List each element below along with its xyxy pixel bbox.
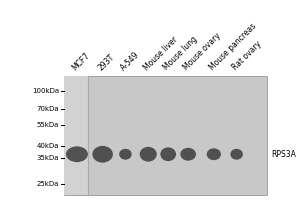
Ellipse shape xyxy=(160,147,176,161)
Ellipse shape xyxy=(119,149,132,160)
Text: 25kDa: 25kDa xyxy=(37,181,59,187)
Text: 35kDa: 35kDa xyxy=(37,155,59,161)
Text: 70kDa: 70kDa xyxy=(37,106,59,112)
Text: 40kDa: 40kDa xyxy=(37,143,59,149)
Text: RPS3A: RPS3A xyxy=(271,150,296,159)
Bar xyxy=(64,76,267,195)
Text: 293T: 293T xyxy=(96,53,116,72)
Text: 55kDa: 55kDa xyxy=(37,122,59,128)
Text: MCF7: MCF7 xyxy=(70,51,92,72)
Ellipse shape xyxy=(207,148,221,160)
Text: Mouse ovary: Mouse ovary xyxy=(182,32,223,72)
Ellipse shape xyxy=(180,148,196,161)
Ellipse shape xyxy=(230,149,243,160)
Bar xyxy=(64,76,88,195)
Text: Rat ovary: Rat ovary xyxy=(230,40,263,72)
Ellipse shape xyxy=(66,146,88,162)
Text: Mouse liver: Mouse liver xyxy=(142,35,179,72)
Text: Mouse lung: Mouse lung xyxy=(162,35,199,72)
Text: A-549: A-549 xyxy=(119,50,141,72)
Ellipse shape xyxy=(92,146,113,163)
Ellipse shape xyxy=(140,147,157,162)
Text: Mouse pancreas: Mouse pancreas xyxy=(208,22,258,72)
Text: 100kDa: 100kDa xyxy=(32,88,59,94)
